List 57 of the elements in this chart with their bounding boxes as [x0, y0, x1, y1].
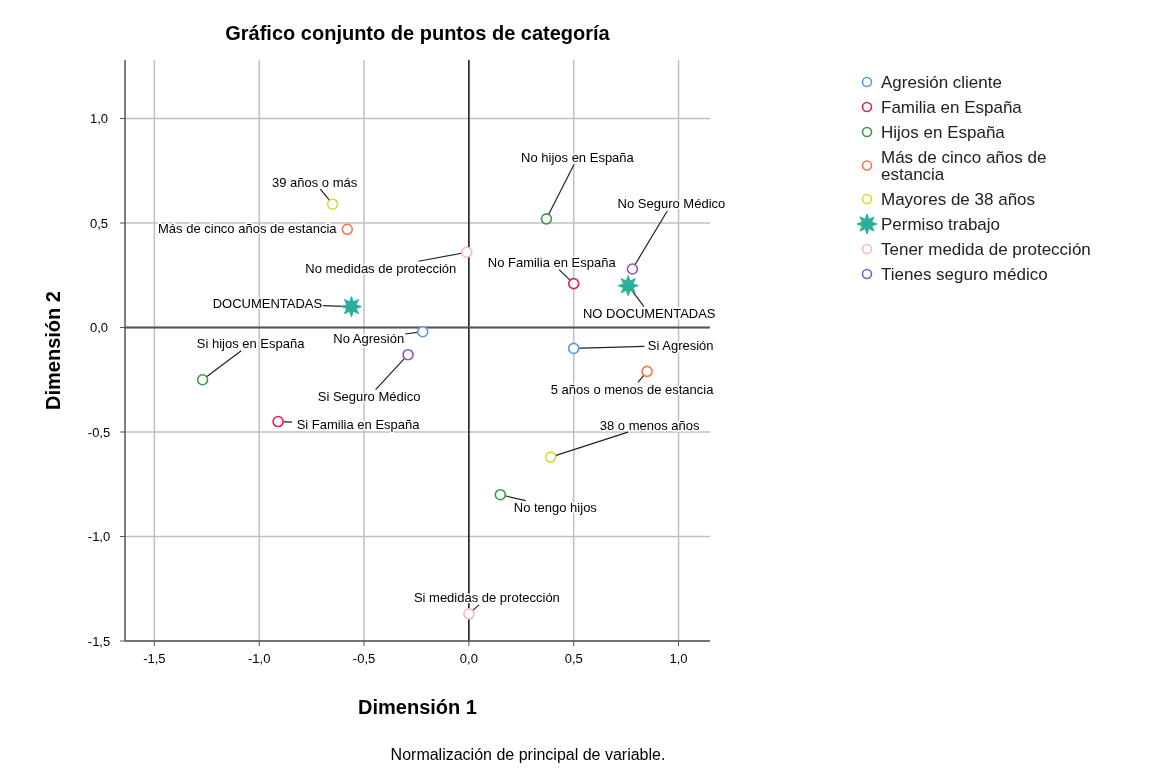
y-tick-label: 0,0 [89, 320, 109, 336]
point [272, 415, 284, 428]
annotation: No tengo hijos [513, 500, 598, 516]
legend-label: Hijos en España [881, 122, 1006, 142]
x-tick-label: -1,0 [247, 651, 271, 666]
x-tick-label: 1,0 [669, 651, 688, 666]
annotation: 39 años o más [271, 174, 358, 190]
annotation: No Familia en España [487, 255, 617, 271]
point [617, 275, 639, 297]
y-tick-label: -1,5 [87, 633, 111, 649]
annotation: 5 años o menos de estancia [550, 381, 715, 397]
point [402, 348, 414, 361]
annotation: DOCUMENTADAS [212, 296, 323, 312]
legend-label: Tienes seguro médico [881, 264, 1048, 284]
point [341, 223, 354, 236]
legend-label: Más de cinco años de estancia [881, 147, 1047, 184]
legend-label: Permiso trabajo [881, 214, 1001, 234]
annotation: NO DOCUMENTADAS [582, 306, 716, 322]
y-tick-label: 0,5 [89, 215, 109, 231]
annotation: Si Seguro Médico [317, 389, 421, 405]
point [463, 608, 475, 620]
point [544, 451, 557, 463]
x-tick-label: 0,0 [459, 651, 478, 666]
text: Normalización de principal de variable. [390, 746, 666, 763]
annotation: Si hijos en España [196, 336, 306, 352]
x-tick-label: -0,5 [352, 651, 376, 666]
x-tick-label: 0,5 [564, 651, 583, 666]
point [326, 198, 339, 211]
annotation: Más de cinco años de estancia [158, 220, 338, 236]
point [626, 263, 639, 275]
legend-label: Tener medida de protección [881, 239, 1091, 259]
annotation: No medidas de protección [305, 260, 457, 276]
point [196, 373, 209, 386]
point [460, 246, 473, 259]
annotation: Si Familia en España [296, 417, 421, 433]
annotation: 38 o menos años [599, 417, 701, 433]
y-tick-label: 1,0 [89, 111, 109, 127]
x-axis-title: Dimensión 1 [358, 696, 477, 718]
legend-label: Mayores de 38 años [881, 189, 1036, 209]
annotation: No hijos en España [521, 150, 635, 166]
point [641, 365, 653, 378]
y-tick-label: -1,0 [87, 529, 111, 544]
point [540, 213, 553, 225]
point [416, 325, 429, 338]
y-tick-label: -0,5 [87, 424, 111, 440]
annotation: Si Agresión [647, 337, 714, 353]
annotation: No Agresión [333, 331, 405, 347]
point [567, 342, 580, 355]
legend-label: Agresión cliente [881, 72, 1002, 92]
annotation: No Seguro Médico [617, 196, 726, 212]
point [567, 277, 580, 290]
x-tick-label: -1,5 [143, 651, 166, 666]
chart-title: Gráfico conjunto de puntos de categoría [225, 22, 611, 44]
point [340, 296, 362, 318]
point [494, 488, 507, 501]
legend-label: Familia en España [881, 97, 1023, 117]
y-axis-title: Dimensión 2 [42, 291, 64, 410]
